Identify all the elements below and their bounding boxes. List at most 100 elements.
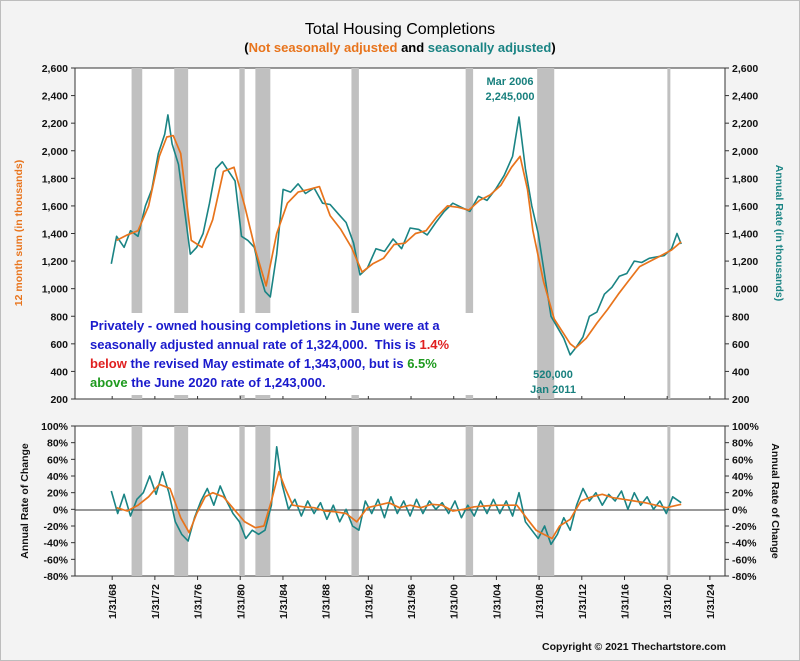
- x-tick-label: 1/31/76: [193, 584, 205, 619]
- x-tick-label: 1/31/88: [321, 584, 333, 619]
- top-right-tick-label: 2,200: [732, 118, 758, 130]
- top-left-axis-label: 12 month sum (in thousands): [13, 160, 25, 306]
- bottom-right-axis-label: Annual Rate of Change: [769, 443, 781, 559]
- top-right-tick-label: 2,000: [732, 146, 758, 158]
- bottom-left-tick-label: -20%: [43, 521, 68, 533]
- x-tick-label: 1/31/00: [449, 584, 461, 619]
- note-pct-below: 1.4%: [419, 337, 449, 352]
- bottom-left-tick-label: 20%: [47, 488, 69, 500]
- top-right-tick-label: 1,800: [732, 173, 758, 185]
- top-left-tick-label: 200: [50, 394, 68, 406]
- chart-title: Total Housing Completions: [305, 21, 495, 38]
- top-sa-line: [110, 114, 682, 356]
- bottom-left-tick-label: 40%: [47, 471, 69, 483]
- recession-band-top-7: [667, 68, 671, 399]
- bottom-right-tick-label: 100%: [732, 421, 760, 433]
- note-above-word: above: [90, 375, 128, 390]
- subtitle-sa: seasonally adjusted: [428, 40, 552, 55]
- bottom-y-ticks: 100% 100% 80% 80% 60% 60% 40% 40% 20% 20% 0% 0% -20%…: [41, 421, 759, 583]
- top-right-tick-label: 2,600: [732, 63, 758, 75]
- top-right-tick-label: 1,000: [732, 284, 758, 296]
- x-tick-label: 1/31/20: [662, 584, 674, 619]
- copyright-text: Copyright © 2021 Thechartstore.com: [542, 641, 726, 653]
- bottom-right-tick-label: 20%: [732, 488, 754, 500]
- bottom-left-tick-label: -80%: [43, 571, 68, 583]
- top-right-tick-label: 400: [732, 366, 750, 378]
- x-tick-label: 1/31/24: [705, 584, 717, 619]
- top-left-tick-label: 2,600: [42, 63, 68, 75]
- top-right-tick-label: 600: [732, 339, 750, 351]
- top-left-tick-label: 600: [50, 339, 68, 351]
- note-line-3b: the revised May estimate of 1,343,000, b…: [127, 356, 407, 371]
- x-tick-label: 1/31/08: [534, 584, 546, 619]
- subtitle-close-paren: ): [551, 40, 555, 55]
- note-line-4: above the June 2020 rate of 1,243,000.: [90, 375, 326, 390]
- top-left-tick-label: 800: [50, 311, 68, 323]
- top-right-tick-label: 1,600: [732, 201, 758, 213]
- top-nsa-line: [116, 134, 682, 349]
- x-tick-label: 1/31/92: [363, 584, 375, 619]
- x-tick-label: 1/31/84: [278, 584, 290, 619]
- x-tick-label: 1/31/80: [235, 584, 247, 619]
- x-tick-label: 1/31/16: [619, 584, 631, 619]
- peak-value-label: 2,245,000: [486, 91, 535, 103]
- note-box: [84, 313, 492, 395]
- series-lines: [110, 114, 682, 546]
- recession-band-top-4: [351, 68, 359, 399]
- bottom-right-tick-label: 40%: [732, 471, 754, 483]
- note-line-4b: the June 2020 rate of 1,243,000.: [128, 375, 326, 390]
- bottom-right-tick-label: -60%: [732, 554, 757, 566]
- recession-band-top-5: [465, 68, 474, 399]
- note-below-word: below: [90, 356, 128, 371]
- top-left-tick-label: 1,800: [42, 173, 68, 185]
- subtitle-open-paren: (: [244, 40, 249, 55]
- top-left-tick-label: 2,200: [42, 118, 68, 130]
- top-left-tick-label: 2,400: [42, 91, 68, 103]
- x-ticks: 1/31/68 1/31/72 1/31/76 1/31/80 1/31/84 1/31/…: [107, 396, 717, 619]
- x-tick-label: 1/31/12: [577, 584, 589, 619]
- top-left-tick-label: 1,200: [42, 256, 68, 268]
- chart-subtitle: (Not seasonally adjusted and seasonally …: [244, 40, 555, 55]
- peak-date-label: Mar 2006: [486, 76, 533, 88]
- x-tick-label: 1/31/72: [150, 584, 162, 619]
- top-right-tick-label: 200: [732, 394, 750, 406]
- recession-band-bottom-1: [174, 426, 189, 576]
- recession-band-bottom-3: [255, 426, 271, 576]
- top-left-tick-label: 400: [50, 366, 68, 378]
- note-line-2: seasonally adjusted annual rate of 1,324…: [90, 337, 450, 352]
- top-right-tick-label: 1,400: [732, 229, 758, 241]
- bottom-plot-area: [74, 425, 726, 577]
- x-tick-label: 1/31/04: [491, 584, 503, 619]
- top-right-tick-label: 1,200: [732, 256, 758, 268]
- bottom-left-tick-label: -60%: [43, 554, 68, 566]
- bottom-right-tick-label: -40%: [732, 538, 757, 550]
- trough-date-label: Jan 2011: [530, 384, 576, 396]
- note-line-2a: seasonally adjusted annual rate of 1,324…: [90, 337, 419, 352]
- trough-value-label: 520,000: [533, 369, 573, 381]
- subtitle-and: and: [397, 40, 427, 55]
- top-right-tick-label: 2,400: [732, 91, 758, 103]
- x-tick-label: 1/31/96: [406, 584, 418, 619]
- note-pct-above: 6.5%: [407, 356, 437, 371]
- bottom-right-tick-label: 80%: [732, 438, 754, 450]
- bottom-right-tick-label: 60%: [732, 454, 754, 466]
- bottom-left-tick-label: 0%: [53, 504, 69, 516]
- top-left-tick-label: 1,400: [42, 229, 68, 241]
- top-right-tick-label: 800: [732, 311, 750, 323]
- subtitle-nsa: Not seasonally adjusted: [249, 40, 398, 55]
- bottom-right-tick-label: -20%: [732, 521, 757, 533]
- recession-band-top-6: [537, 68, 555, 399]
- recession-band-top-2: [239, 68, 245, 399]
- bottom-nsa-line: [116, 470, 682, 540]
- note-line-1: Privately - owned housing completions in…: [90, 318, 440, 333]
- top-left-tick-label: 1,600: [42, 201, 68, 213]
- recession-band-top-0: [131, 68, 143, 399]
- top-right-axis-label: Annual Rate (in thousands): [773, 165, 785, 302]
- top-left-tick-label: 1,000: [42, 284, 68, 296]
- bottom-left-axis-label: Annual Rate of Change: [19, 443, 31, 559]
- bottom-right-tick-label: -80%: [732, 571, 757, 583]
- top-left-tick-label: 2,000: [42, 146, 68, 158]
- bottom-right-tick-label: 0%: [732, 504, 748, 516]
- recession-band-bottom-6: [537, 426, 555, 576]
